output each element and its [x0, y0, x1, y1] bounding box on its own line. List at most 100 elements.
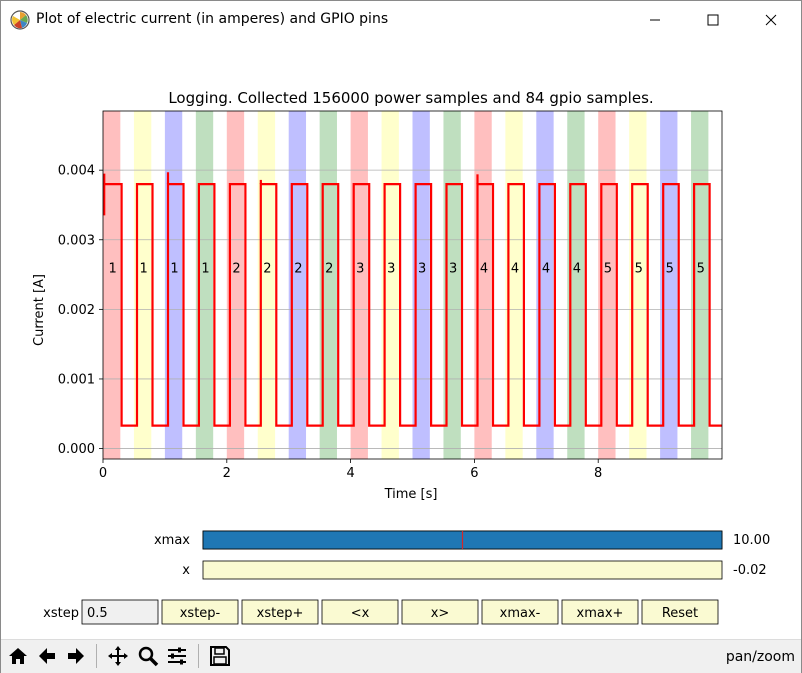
control-widgets: xmax 10.00 x -0.02 xstep 0.5 xstep-xstep+ <x x> x… — [43, 530, 770, 625]
back-icon — [39, 648, 55, 664]
gpio-label-6: 2 — [294, 262, 302, 277]
home-button[interactable] — [5, 643, 31, 669]
gpio-span-2 — [164, 111, 183, 459]
toolbar-separator — [198, 644, 199, 668]
gpio-label-2: 1 — [170, 262, 178, 277]
y-tick-label-2: 0.002 — [58, 303, 95, 318]
gpio-span-6 — [288, 111, 307, 459]
gpio-span-4 — [226, 111, 245, 459]
gpio-label-12: 4 — [480, 262, 488, 277]
xmax-plus-button[interactable] — [561, 599, 639, 625]
reset-button-label: Reset — [662, 606, 698, 621]
x-axis-label: Time [s] — [384, 487, 438, 502]
axes-frame — [102, 110, 723, 460]
xmax-minus-button-label: xmax- — [500, 606, 541, 621]
forward-button[interactable] — [63, 643, 89, 669]
close-button[interactable] — [748, 1, 794, 39]
slider-value-xmax: 10.00 — [733, 533, 770, 548]
xstep-input[interactable] — [81, 599, 159, 625]
matplotlib-icon — [10, 10, 30, 30]
pan-left-button-label: <x — [351, 606, 370, 621]
gpio-span-1 — [133, 111, 152, 459]
gpio-span-8 — [350, 111, 368, 459]
xstep-plus-button-label: xstep+ — [257, 606, 304, 621]
forward-icon — [68, 648, 84, 664]
toolbar-mode-text: pan/zoom — [725, 649, 795, 665]
window-title: Plot of electric current (in amperes) an… — [36, 11, 389, 27]
plot-area[interactable]: 0.000 0.001 0.002 0.003 0.004 0 2 4 6 8 1 1 1 1 2 2 2 2 3 3… — [58, 110, 723, 481]
toolbar-separator — [96, 644, 97, 668]
x-tick-label-0: 0 — [99, 466, 107, 481]
x-tick-label-1: 2 — [223, 466, 231, 481]
gpio-label-1: 1 — [139, 262, 147, 277]
maximize-button[interactable] — [690, 1, 736, 39]
reset-button[interactable] — [641, 599, 719, 625]
gpio-label-0: 1 — [109, 262, 117, 277]
y-axis-label: Current [A] — [32, 274, 47, 346]
xmax-plus-button-label: xmax+ — [577, 606, 624, 621]
gpio-span-18 — [660, 111, 678, 459]
slider-value-x: -0.02 — [733, 563, 767, 578]
pan-right-button[interactable] — [401, 599, 479, 625]
gpio-span-9 — [381, 111, 399, 459]
gpio-label-17: 5 — [635, 262, 643, 277]
gpio-span-10 — [412, 111, 430, 459]
gpio-span-3 — [195, 111, 214, 459]
gpio-label-3: 1 — [201, 262, 209, 277]
pan-button[interactable] — [105, 643, 131, 669]
current-series-line — [103, 183, 722, 427]
gpio-label-15: 4 — [573, 262, 581, 277]
home-icon — [9, 648, 27, 664]
gpio-span-19 — [691, 111, 709, 459]
chart-title: Logging. Collected 156000 power samples … — [168, 89, 653, 107]
save-button[interactable] — [207, 643, 233, 669]
minimize-button[interactable] — [632, 1, 678, 39]
gpio-label-13: 4 — [511, 262, 519, 277]
figure-canvas[interactable]: 0.000 0.001 0.002 0.003 0.004 0 2 4 6 8 1 1 1 1 2 2 2 2 3 3… — [1, 39, 801, 639]
gpio-label-4: 2 — [232, 262, 240, 277]
configure-subplots-icon — [168, 647, 186, 665]
gpio-label-5: 2 — [263, 262, 271, 277]
xstep-minus-button-label: xstep- — [180, 606, 221, 621]
save-icon — [210, 646, 230, 666]
zoom-button[interactable] — [135, 643, 161, 669]
gpio-label-11: 3 — [449, 262, 457, 277]
gpio-span-16 — [598, 111, 616, 459]
gpio-span-7 — [319, 111, 337, 459]
gpio-span-12 — [474, 111, 492, 459]
gpio-span-14 — [536, 111, 554, 459]
gpio-span-11 — [443, 111, 461, 459]
xmax-minus-button[interactable] — [481, 599, 559, 625]
y-tick-label-3: 0.003 — [58, 233, 95, 248]
configure-subplots-button[interactable] — [164, 643, 190, 669]
gpio-label-14: 4 — [542, 262, 550, 277]
minimize-icon — [650, 19, 660, 21]
slider-track-x[interactable] — [202, 560, 723, 580]
pan-icon — [108, 646, 128, 666]
pan-left-button[interactable] — [321, 599, 399, 625]
y-tick-label-1: 0.001 — [58, 372, 95, 387]
gpio-label-18: 5 — [666, 262, 674, 277]
title-bar[interactable]: Plot of electric current (in amperes) an… — [1, 1, 801, 39]
xstep-minus-button[interactable] — [161, 599, 239, 625]
gpio-label-16: 5 — [604, 262, 612, 277]
navigation-toolbar: pan/zoom — [1, 639, 801, 673]
gpio-span-13 — [505, 111, 523, 459]
xstep-plus-button[interactable] — [241, 599, 319, 625]
xstep-label: xstep — [43, 606, 79, 621]
figure-svg: 0.000 0.001 0.002 0.003 0.004 0 2 4 6 8 1 1 1 1 2 2 2 2 3 3… — [32, 89, 770, 625]
x-tick-label-4: 8 — [594, 466, 602, 481]
zoom-icon — [138, 646, 159, 667]
slider-label-xmax: xmax — [154, 533, 190, 548]
x-tick-label-2: 4 — [346, 466, 354, 481]
back-button[interactable] — [34, 643, 60, 669]
y-tick-label-4: 0.004 — [58, 164, 95, 179]
close-icon — [765, 14, 777, 26]
gpio-span-0 — [103, 111, 121, 459]
gpio-span-5 — [257, 111, 276, 459]
x-tick-label-3: 6 — [470, 466, 478, 481]
gpio-label-19: 5 — [697, 262, 705, 277]
maximize-icon — [707, 14, 719, 26]
gpio-label-10: 3 — [418, 262, 426, 277]
